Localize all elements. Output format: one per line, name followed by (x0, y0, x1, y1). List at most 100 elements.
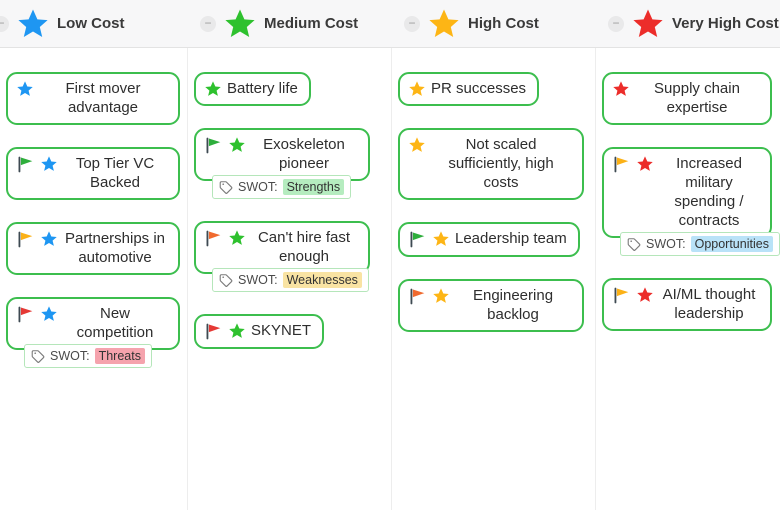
tag-label: SWOT: (646, 237, 686, 251)
card-wrap: Supply chain expertise (602, 72, 774, 125)
card-ai-ml-thought-leadership[interactable]: AI/ML thought leadership (602, 278, 772, 331)
red-star-icon (636, 286, 654, 304)
card-text: Can't hire fast enough (257, 229, 351, 265)
green-flag-icon (408, 230, 427, 249)
card-wrap: Increased military spending / contracts S… (602, 147, 780, 256)
red-flag-icon (204, 322, 223, 341)
card-wrap: Top Tier VC Backed (6, 147, 181, 200)
card-text: Partnerships in automotive (64, 230, 166, 266)
card-text: First mover advantage (65, 80, 141, 116)
column-very-high-cost: Supply chain expertise Increased military… (596, 48, 780, 510)
card-not-scaled-sufficiently-high-costs[interactable]: Not scaled sufficiently, high costs (398, 128, 584, 200)
column-title: Very High Cost (672, 15, 779, 32)
column-header-very-high-cost: − Very High Cost (596, 7, 780, 41)
card-text: Leadership team (455, 230, 567, 247)
blue-star-icon (40, 230, 58, 248)
card-top-tier-vc-backed[interactable]: Top Tier VC Backed (6, 147, 180, 200)
card-wrap: Battery life (194, 72, 385, 106)
card-skynet[interactable]: SKYNET (194, 314, 325, 349)
swot-tag-threats[interactable]: SWOT: Threats (24, 344, 152, 368)
blue-star-icon (40, 305, 58, 323)
card-wrap: Leadership team (398, 222, 589, 257)
column-title: Low Cost (57, 15, 125, 32)
card-text: Exoskeleton pioneer (263, 136, 345, 172)
collapse-column-button[interactable]: − (404, 15, 420, 32)
orange-flag-icon (204, 229, 223, 248)
card-text: PR successes (431, 80, 527, 97)
blue-star-icon (16, 80, 34, 98)
blue-star-icon (16, 7, 50, 41)
column-title: High Cost (468, 15, 539, 32)
collapse-column-button[interactable]: − (608, 15, 624, 32)
card-text: Engineering backlog (472, 287, 554, 323)
green-star-icon (223, 7, 257, 41)
card-first-mover-advantage[interactable]: First mover advantage (6, 72, 180, 125)
yellow-flag-icon (16, 230, 35, 249)
card-text: Not scaled sufficiently, high costs (448, 136, 554, 191)
tag-icon (627, 237, 641, 251)
yellow-star-icon (432, 230, 450, 248)
column-high-cost: PR successes Not scaled sufficiently, hig… (392, 48, 596, 510)
card-leadership-team[interactable]: Leadership team (398, 222, 580, 257)
card-partnerships-in-automotive[interactable]: Partnerships in automotive (6, 222, 180, 275)
column-header-high-cost: − High Cost (392, 7, 596, 41)
board-bottom-edge (0, 510, 780, 516)
card-text: Increased military spending / contracts (674, 155, 744, 229)
green-star-icon (228, 229, 246, 247)
swot-tag-strengths[interactable]: SWOT: Strengths (212, 175, 352, 199)
card-wrap: First mover advantage (6, 72, 181, 125)
yellow-star-icon (432, 287, 450, 305)
swot-tag-opportunities[interactable]: SWOT: Opportunities (620, 232, 780, 256)
card-text: Battery life (227, 80, 298, 97)
yellow-flag-icon (612, 155, 631, 174)
swot-tag-weaknesses[interactable]: SWOT: Weaknesses (212, 268, 369, 292)
card-text: Top Tier VC Backed (75, 155, 155, 191)
red-star-icon (636, 155, 654, 173)
card-wrap: Not scaled sufficiently, high costs (398, 128, 589, 200)
card-increased-military-spending-contracts[interactable]: Increased military spending / contracts (602, 147, 772, 238)
collapse-column-button[interactable]: − (0, 15, 9, 32)
column-low-cost: First mover advantage Top Tier VC Backed P… (0, 48, 188, 510)
card-wrap: Partnerships in automotive (6, 222, 181, 275)
green-flag-icon (204, 136, 223, 155)
card-text: New competition (76, 305, 154, 341)
tag-label: SWOT: (238, 273, 278, 287)
green-star-icon (228, 136, 246, 154)
red-star-icon (631, 7, 665, 41)
card-text: SKYNET (251, 322, 312, 339)
orange-flag-icon (408, 287, 427, 306)
green-star-icon (204, 80, 222, 98)
yellow-flag-icon (612, 286, 631, 305)
card-pr-successes[interactable]: PR successes (398, 72, 540, 106)
tag-icon (31, 349, 45, 363)
yellow-star-icon (408, 136, 426, 154)
tag-label: SWOT: (238, 180, 278, 194)
card-wrap: SKYNET (194, 314, 385, 349)
card-can-t-hire-fast-enough[interactable]: Can't hire fast enough (194, 221, 370, 274)
tag-label: SWOT: (50, 349, 90, 363)
tag-value: Weaknesses (282, 272, 362, 288)
column-header-medium-cost: − Medium Cost (188, 7, 392, 41)
tag-value: Threats (94, 348, 145, 364)
card-wrap: Engineering backlog (398, 279, 589, 332)
collapse-column-button[interactable]: − (200, 15, 216, 32)
board-header: − Low Cost − Medium Cost − High Cost − Very Hig… (0, 0, 780, 48)
card-text: Supply chain expertise (654, 80, 740, 116)
tag-icon (219, 273, 233, 287)
card-engineering-backlog[interactable]: Engineering backlog (398, 279, 584, 332)
card-new-competition[interactable]: New competition (6, 297, 180, 350)
green-flag-icon (16, 155, 35, 174)
tag-value: Opportunities (690, 236, 773, 252)
yellow-star-icon (427, 7, 461, 41)
green-star-icon (228, 322, 246, 340)
red-star-icon (612, 80, 630, 98)
tag-value: Strengths (282, 179, 345, 195)
column-title: Medium Cost (264, 15, 359, 32)
card-supply-chain-expertise[interactable]: Supply chain expertise (602, 72, 772, 125)
red-flag-icon (16, 305, 35, 324)
tag-icon (219, 180, 233, 194)
card-battery-life[interactable]: Battery life (194, 72, 311, 106)
card-exoskeleton-pioneer[interactable]: Exoskeleton pioneer (194, 128, 370, 181)
card-wrap: Exoskeleton pioneer SWOT: Strengths (194, 128, 385, 199)
card-wrap: Can't hire fast enough SWOT: Weaknesses (194, 221, 385, 292)
